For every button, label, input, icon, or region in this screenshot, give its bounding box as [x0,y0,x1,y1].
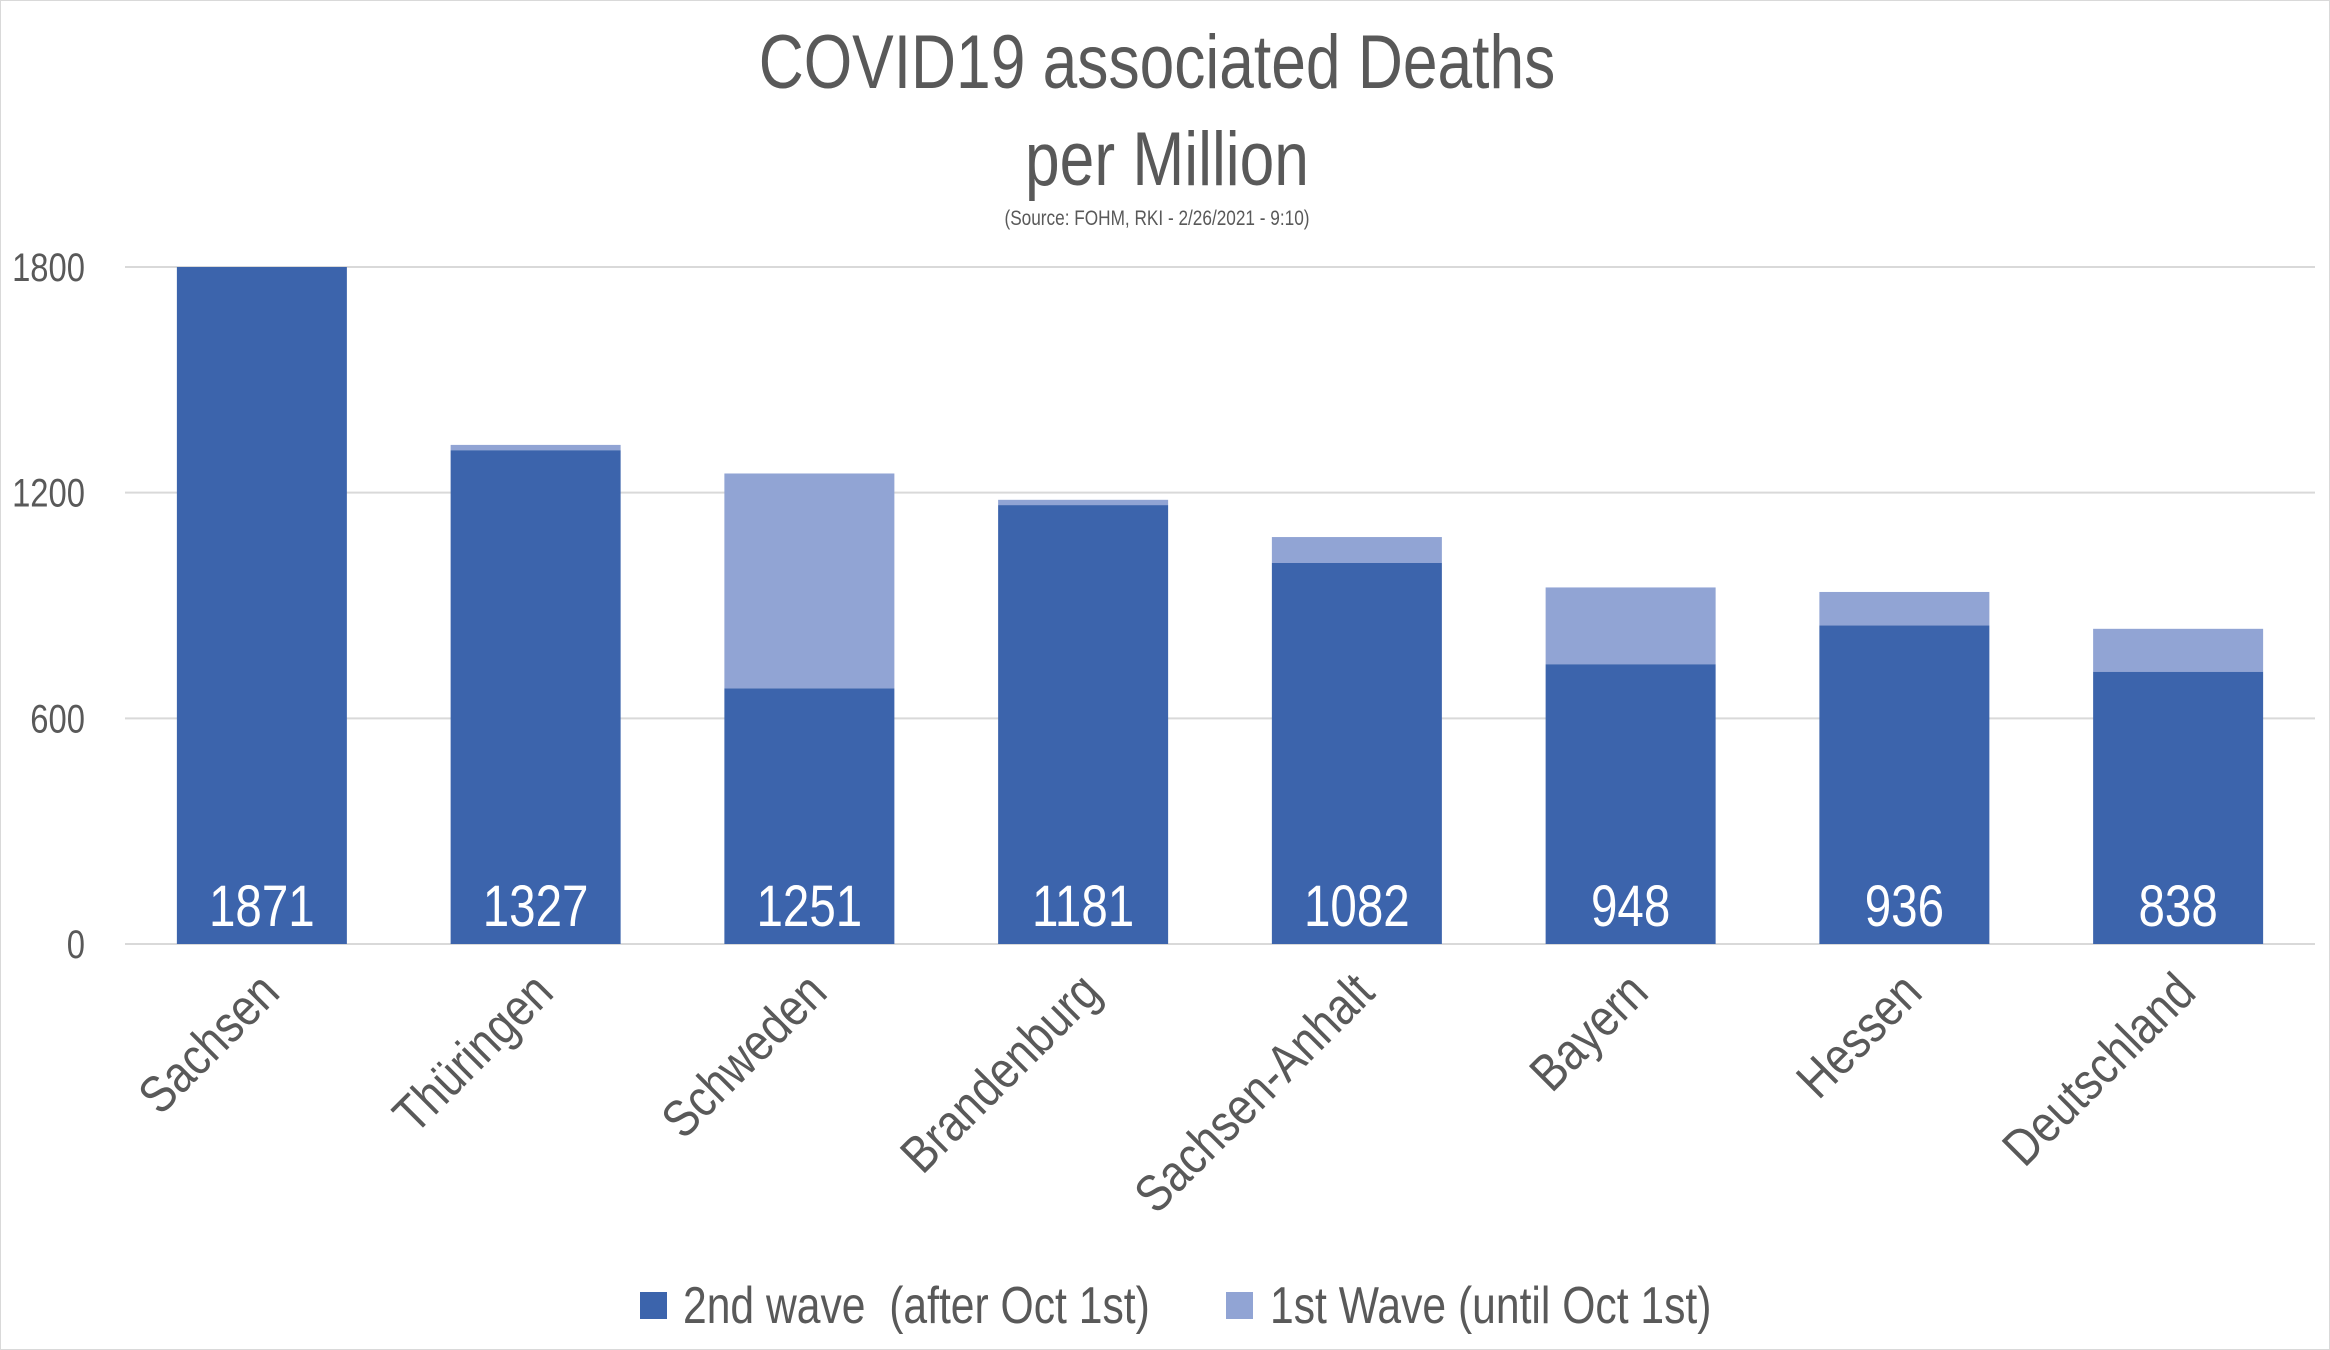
data-label: 1181 [1032,875,1134,940]
data-label: 948 [1591,875,1670,940]
bar-segment [724,473,895,689]
bar-segment [1545,587,1716,665]
bar-segment [1819,625,1990,944]
x-tick-label: Deutschland [1992,962,2207,1177]
chart-title: COVID19 associated Deaths [759,19,1556,104]
x-tick-label: Schweden [651,962,838,1149]
legend-label: 1st Wave (until Oct 1st) [1270,1277,1711,1335]
bar-segment [2093,628,2264,672]
legend-label: 2nd wave (after Oct 1st) [683,1277,1150,1335]
legend-swatch [1226,1292,1253,1319]
legend-swatch [640,1292,667,1319]
bar-segment [1271,537,1442,563]
bar-segment [1545,664,1716,944]
bar-segment [176,267,347,944]
y-tick-label: 600 [30,696,85,741]
y-tick-label: 0 [67,922,85,967]
chart-subtitle: (Source: FOHM, RKI - 2/26/2021 - 9:10) [1004,208,1309,231]
x-tick-label: Sachsen [127,962,290,1125]
data-label: 1251 [756,875,862,940]
data-label: 1327 [483,875,589,940]
x-tick-label: Thüringen [382,962,564,1144]
bar-segment [724,688,895,944]
y-tick-label: 1200 [12,471,85,516]
bar-segment [1271,562,1442,944]
bar-segment [998,499,1169,506]
bar-segment [998,505,1169,944]
data-label: 936 [1865,875,1944,940]
chart-title-line2: per Million [1025,116,1309,201]
bar-segment [450,450,621,944]
x-tick-label: Hessen [1786,962,1933,1109]
data-label: 1082 [1304,875,1410,940]
bar-segment [2093,671,2264,944]
bar-segment [1819,591,1990,626]
bar-segment [450,444,621,451]
x-tick-label: Bayern [1519,962,1659,1102]
x-tick-label: Brandenburg [890,962,1112,1184]
y-tick-label: 1800 [12,245,85,290]
data-label: 838 [2138,875,2217,940]
x-tick-label: Sachsen-Anhalt [1123,962,1385,1224]
data-label: 1871 [209,875,315,940]
